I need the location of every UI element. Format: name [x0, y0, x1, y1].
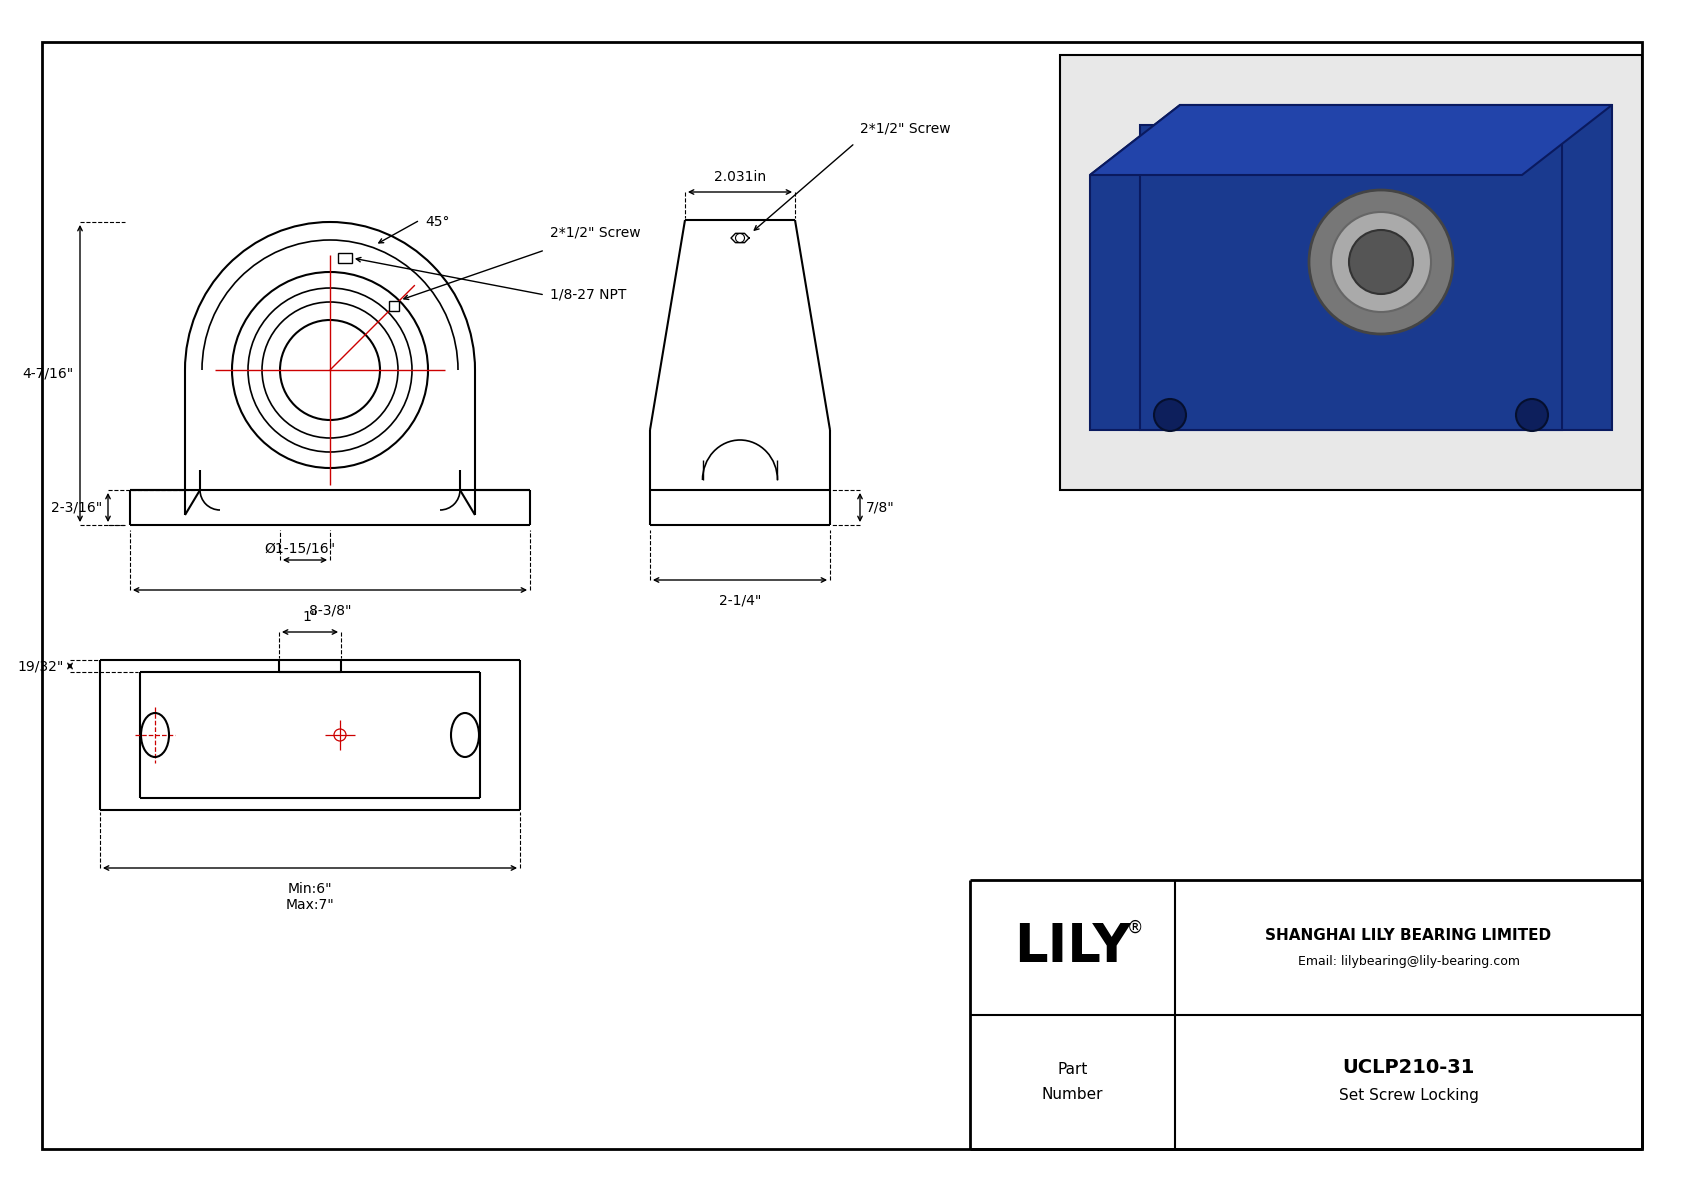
Text: 2*1/2" Screw: 2*1/2" Screw [861, 121, 951, 135]
Text: 1/8-27 NPT: 1/8-27 NPT [551, 288, 626, 303]
Text: 19/32": 19/32" [17, 659, 64, 673]
Bar [338, 252, 352, 263]
Text: 45°: 45° [424, 216, 450, 229]
Text: SHANGHAI LILY BEARING LIMITED: SHANGHAI LILY BEARING LIMITED [1265, 928, 1551, 943]
Text: 2.031in: 2.031in [714, 170, 766, 183]
Text: 1": 1" [303, 610, 318, 624]
Bar [1059, 55, 1642, 490]
Polygon shape [1090, 105, 1612, 430]
Circle shape [1516, 399, 1548, 431]
Text: Part
Number: Part Number [1042, 1062, 1103, 1102]
Text: 7/8": 7/8" [866, 500, 894, 515]
Text: Set Screw Locking: Set Screw Locking [1339, 1089, 1479, 1103]
Text: Email: lilybearing@lily-bearing.com: Email: lilybearing@lily-bearing.com [1297, 955, 1519, 968]
Text: Min:6"
Max:7": Min:6" Max:7" [286, 883, 335, 912]
Text: 2-1/4": 2-1/4" [719, 594, 761, 607]
Text: Ø1-15/16": Ø1-15/16" [264, 541, 335, 555]
Circle shape [1330, 212, 1431, 312]
Text: UCLP210-31: UCLP210-31 [1342, 1059, 1475, 1077]
Text: 2-3/16": 2-3/16" [51, 500, 103, 515]
Polygon shape [1090, 105, 1612, 175]
Text: LILY: LILY [1014, 922, 1132, 973]
Text: ®: ® [1127, 918, 1143, 936]
Text: 8-3/8": 8-3/8" [308, 604, 352, 618]
Circle shape [1349, 230, 1413, 294]
Circle shape [1308, 191, 1453, 333]
Bar [389, 301, 399, 311]
Circle shape [1154, 399, 1186, 431]
Text: 2*1/2" Screw: 2*1/2" Screw [551, 226, 640, 241]
Bar [1140, 125, 1563, 430]
Text: 4-7/16": 4-7/16" [24, 367, 74, 380]
